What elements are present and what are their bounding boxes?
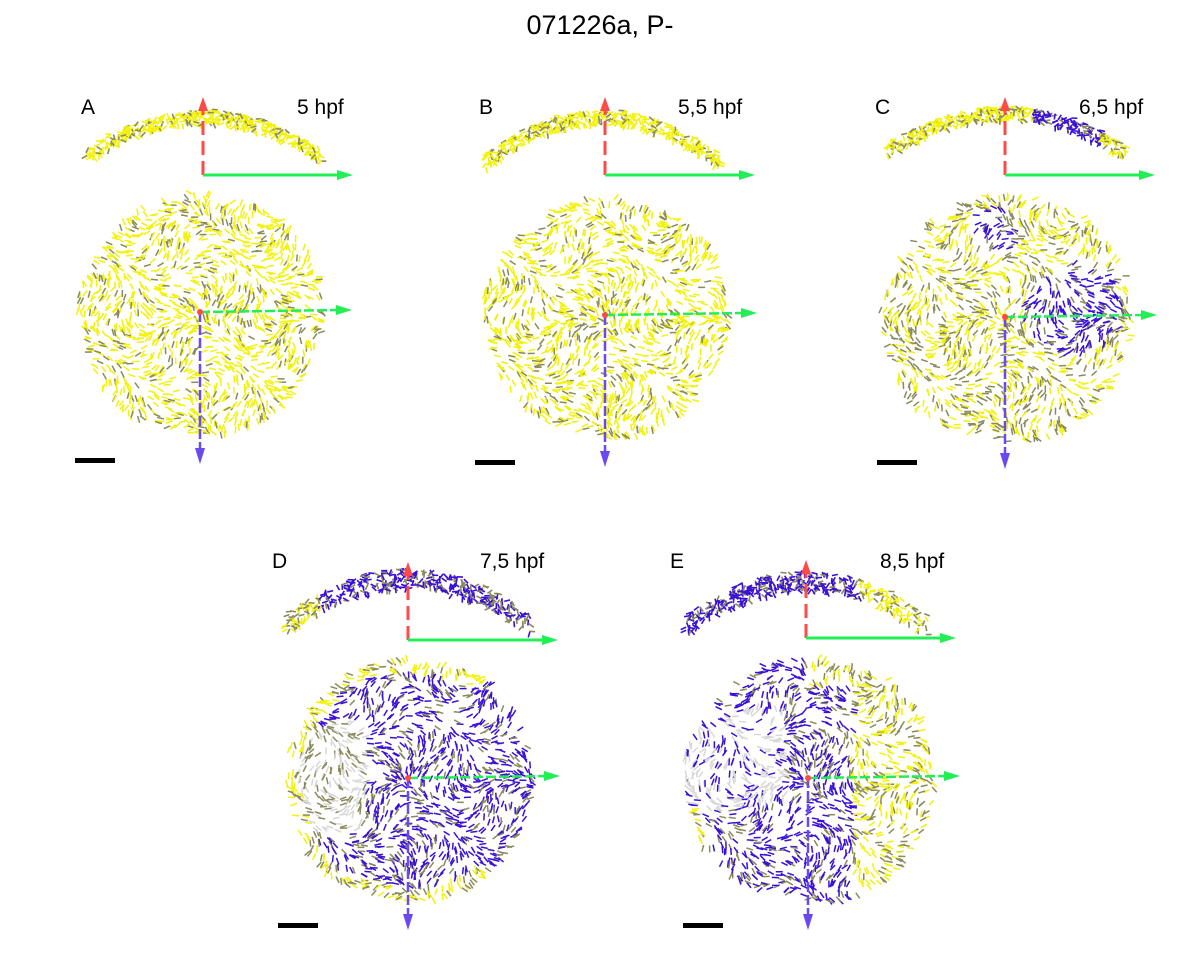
stage-label: 6,5 hpf: [1079, 96, 1144, 119]
arrow-head-red: [600, 97, 610, 111]
origin-marker: [405, 775, 411, 781]
disc-arrow-head-blue: [195, 448, 205, 464]
panel-d: D 7,5 hpf: [272, 550, 578, 950]
arrow-head-green: [542, 635, 558, 645]
arrow-head-red: [198, 97, 208, 111]
side-view-arc: [81, 108, 327, 165]
panel-letter: B: [479, 96, 494, 119]
disc-axis-green: [199, 308, 341, 314]
disc-arrow-head-green: [1141, 310, 1157, 320]
top-view-disc: [284, 654, 537, 905]
panel-letter: A: [81, 96, 96, 119]
top-view-disc: [878, 192, 1135, 443]
stage-label: 8,5 hpf: [880, 550, 945, 573]
arrow-head-green: [337, 170, 353, 180]
disc-axis-green: [1004, 313, 1146, 319]
panel-letter: D: [272, 550, 288, 573]
origin-marker: [805, 775, 811, 781]
side-view-arc: [883, 105, 1130, 161]
origin-marker: [602, 312, 608, 318]
figure-title: 071226a, P-: [526, 10, 674, 40]
scale-bar: [877, 460, 917, 465]
scale-bar: [475, 460, 515, 465]
disc-axis-green: [407, 774, 549, 780]
panel-b: B 5,5 hpf: [475, 90, 775, 490]
origin-marker: [1002, 314, 1008, 320]
disc-arrow-head-green: [944, 771, 960, 781]
arrow-head-red: [1000, 97, 1010, 111]
stage-label: 5 hpf: [297, 96, 344, 119]
arrow-head-green: [940, 633, 956, 643]
panel-a-graphic: [75, 97, 353, 464]
scale-bar: [683, 923, 723, 928]
disc-arrow-head-green: [741, 308, 757, 318]
top-view-disc: [75, 190, 326, 439]
panel-e: E 8,5 hpf: [670, 550, 978, 950]
arrow-head-red: [403, 562, 413, 576]
top-view-disc: [481, 193, 733, 441]
origin-marker: [197, 309, 203, 315]
disc-axis-green: [604, 311, 746, 317]
disc-arrow-head-green: [336, 305, 352, 315]
panel-b-graphic: [481, 97, 757, 467]
arrow-head-red: [801, 560, 811, 574]
disc-arrow-head-blue: [403, 914, 413, 930]
disc-arrow-head-blue: [600, 451, 610, 467]
panel-d-graphic: [281, 562, 560, 930]
side-view-arc: [680, 570, 932, 637]
disc-arrow-head-blue: [803, 914, 813, 930]
panel-letter: C: [875, 96, 891, 119]
disc-axis-green: [807, 774, 949, 780]
disc-arrow-head-green: [544, 771, 560, 781]
stage-label: 7,5 hpf: [480, 550, 545, 573]
stage-label: 5,5 hpf: [678, 96, 743, 119]
arrow-head-green: [1139, 170, 1155, 180]
disc-arrow-head-blue: [1000, 453, 1010, 469]
panel-a: A 5 hpf: [75, 90, 375, 490]
scale-bar: [278, 923, 318, 928]
panel-c-graphic: [878, 97, 1157, 469]
side-view-arc: [481, 109, 726, 174]
panel-letter: E: [670, 550, 685, 573]
panel-c: C 6,5 hpf: [875, 90, 1175, 490]
arrow-head-green: [739, 170, 755, 180]
scale-bar: [75, 458, 115, 463]
panel-e-graphic: [680, 560, 960, 930]
